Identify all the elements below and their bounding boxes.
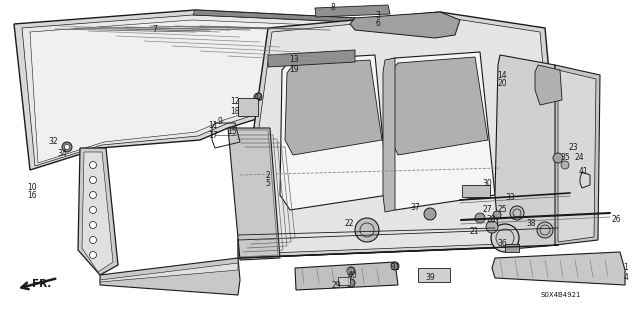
Polygon shape: [22, 15, 348, 166]
Circle shape: [491, 224, 519, 252]
Bar: [238, 98, 258, 116]
Text: 27: 27: [482, 205, 492, 214]
Text: 4: 4: [623, 273, 628, 283]
Bar: [462, 185, 490, 197]
Text: 36: 36: [497, 240, 507, 249]
Polygon shape: [268, 50, 355, 67]
Text: 20: 20: [497, 79, 507, 88]
Circle shape: [62, 142, 72, 152]
Circle shape: [424, 208, 436, 220]
Text: 25: 25: [497, 205, 507, 214]
Text: S0X4B4921: S0X4B4921: [541, 292, 581, 298]
Text: 24: 24: [574, 153, 584, 162]
Polygon shape: [285, 60, 382, 155]
Circle shape: [347, 267, 355, 275]
Polygon shape: [82, 152, 113, 272]
Text: 29: 29: [331, 280, 341, 290]
Circle shape: [90, 161, 97, 168]
Text: 30: 30: [482, 179, 492, 188]
Text: 17: 17: [208, 130, 218, 139]
Polygon shape: [558, 70, 596, 242]
Circle shape: [561, 161, 569, 169]
Text: 14: 14: [497, 70, 507, 79]
Circle shape: [90, 221, 97, 228]
Polygon shape: [244, 16, 552, 254]
Polygon shape: [383, 58, 395, 212]
Text: 10: 10: [27, 182, 37, 191]
Circle shape: [254, 93, 262, 101]
Text: 9: 9: [218, 117, 223, 127]
Circle shape: [90, 176, 97, 183]
Text: 7: 7: [152, 26, 157, 34]
Polygon shape: [30, 20, 340, 163]
Circle shape: [355, 218, 379, 242]
Polygon shape: [295, 262, 398, 290]
Text: 31: 31: [390, 263, 400, 271]
Text: 35: 35: [560, 153, 570, 162]
Circle shape: [537, 222, 553, 238]
Circle shape: [486, 221, 498, 233]
Polygon shape: [14, 10, 355, 170]
Text: FR.: FR.: [32, 279, 52, 289]
Polygon shape: [228, 128, 280, 260]
Text: 33: 33: [505, 192, 515, 202]
Polygon shape: [238, 12, 558, 258]
Text: 38: 38: [526, 219, 536, 228]
Circle shape: [65, 145, 70, 150]
Text: 21: 21: [469, 227, 479, 236]
Bar: [338, 277, 350, 285]
Polygon shape: [495, 55, 558, 250]
Circle shape: [493, 211, 501, 219]
Text: 15: 15: [227, 127, 237, 136]
Text: 41: 41: [578, 167, 588, 176]
Text: 39: 39: [425, 272, 435, 281]
Text: 42: 42: [253, 93, 263, 101]
Circle shape: [475, 213, 485, 223]
Circle shape: [510, 206, 524, 220]
Text: 12: 12: [230, 98, 240, 107]
Text: 37: 37: [410, 203, 420, 211]
Text: 22: 22: [344, 219, 354, 228]
Text: 32: 32: [48, 137, 58, 145]
Polygon shape: [535, 65, 562, 105]
Polygon shape: [193, 10, 355, 22]
Text: 40: 40: [348, 271, 358, 280]
Polygon shape: [100, 258, 240, 295]
Polygon shape: [315, 5, 390, 17]
Text: 26: 26: [611, 216, 621, 225]
Polygon shape: [492, 252, 625, 285]
Bar: [505, 244, 519, 252]
Text: 2: 2: [266, 170, 270, 180]
Circle shape: [90, 191, 97, 198]
Text: 23: 23: [568, 144, 578, 152]
Text: 16: 16: [27, 191, 37, 201]
Circle shape: [553, 153, 563, 163]
Text: 18: 18: [230, 107, 240, 115]
Circle shape: [90, 251, 97, 258]
Text: 28: 28: [486, 216, 496, 225]
Polygon shape: [280, 55, 388, 210]
Text: 3: 3: [376, 11, 380, 19]
Circle shape: [347, 279, 355, 287]
Polygon shape: [78, 148, 118, 275]
Text: 11: 11: [208, 122, 218, 130]
Polygon shape: [350, 12, 460, 38]
Polygon shape: [100, 263, 238, 282]
Text: 5: 5: [266, 180, 271, 189]
Circle shape: [90, 206, 97, 213]
Polygon shape: [388, 52, 495, 210]
Polygon shape: [418, 268, 450, 282]
Circle shape: [391, 262, 399, 270]
Circle shape: [90, 236, 97, 243]
Text: 8: 8: [331, 4, 335, 12]
Text: 6: 6: [376, 19, 380, 28]
Text: 34: 34: [57, 149, 67, 158]
Text: 19: 19: [289, 64, 299, 73]
Polygon shape: [555, 65, 600, 245]
Text: 1: 1: [623, 263, 628, 272]
Polygon shape: [391, 57, 488, 155]
Text: 13: 13: [289, 56, 299, 64]
